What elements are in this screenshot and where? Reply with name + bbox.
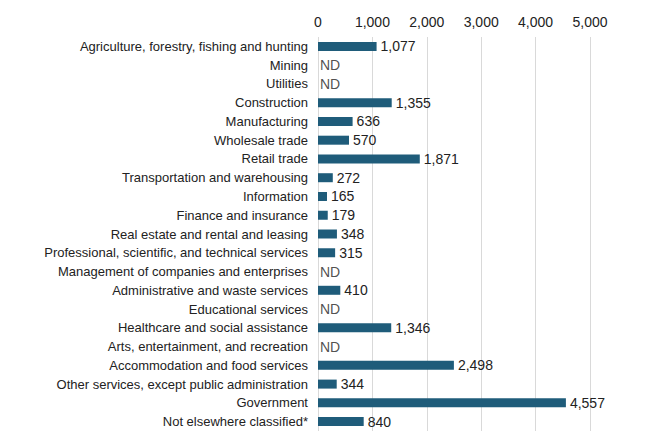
svg-text:1,077: 1,077 [381, 38, 416, 54]
svg-text:1,871: 1,871 [424, 151, 459, 167]
svg-text:Real estate and rental and lea: Real estate and rental and leasing [111, 227, 308, 242]
svg-text:Manufacturing: Manufacturing [226, 114, 308, 129]
svg-text:2,000: 2,000 [409, 14, 444, 30]
svg-text:1,000: 1,000 [355, 14, 390, 30]
svg-text:Mining: Mining [270, 58, 308, 73]
svg-text:ND: ND [320, 76, 340, 92]
svg-text:272: 272 [337, 170, 361, 186]
svg-text:Agriculture, forestry, fishing: Agriculture, forestry, fishing and hunti… [80, 39, 308, 54]
svg-text:840: 840 [368, 414, 392, 430]
svg-text:ND: ND [320, 339, 340, 355]
svg-text:Finance and insurance: Finance and insurance [176, 208, 308, 223]
svg-text:Construction: Construction [235, 95, 308, 110]
svg-text:0: 0 [314, 14, 322, 30]
svg-text:ND: ND [320, 301, 340, 317]
svg-text:570: 570 [353, 132, 377, 148]
svg-text:Healthcare and social assistan: Healthcare and social assistance [118, 320, 308, 335]
svg-text:2,498: 2,498 [458, 357, 493, 373]
svg-text:179: 179 [332, 207, 356, 223]
svg-text:5,000: 5,000 [572, 14, 607, 30]
svg-text:Accommodation and food service: Accommodation and food services [109, 358, 308, 373]
svg-text:410: 410 [344, 282, 368, 298]
svg-text:Wholesale trade: Wholesale trade [214, 133, 308, 148]
svg-text:ND: ND [320, 264, 340, 280]
svg-text:Management of companies and en: Management of companies and enterprises [58, 264, 309, 279]
svg-text:344: 344 [341, 376, 365, 392]
svg-text:4,557: 4,557 [570, 395, 605, 411]
svg-text:4,000: 4,000 [518, 14, 553, 30]
svg-text:Retail trade: Retail trade [242, 151, 308, 166]
svg-text:165: 165 [331, 188, 355, 204]
svg-text:1,355: 1,355 [396, 95, 431, 111]
svg-text:315: 315 [339, 245, 363, 261]
svg-text:348: 348 [341, 226, 365, 242]
svg-text:Other services, except public: Other services, except public administra… [57, 377, 308, 392]
svg-text:Information: Information [243, 189, 308, 204]
svg-text:Government: Government [236, 395, 308, 410]
svg-text:Administrative and waste servi: Administrative and waste services [112, 283, 308, 298]
svg-text:1,346: 1,346 [395, 320, 430, 336]
svg-text:Transportation and warehousing: Transportation and warehousing [122, 170, 308, 185]
svg-text:636: 636 [357, 113, 381, 129]
svg-text:3,000: 3,000 [464, 14, 499, 30]
svg-text:Utilities: Utilities [266, 76, 308, 91]
svg-text:Not elsewhere classified*: Not elsewhere classified* [163, 414, 308, 429]
svg-text:Professional, scientific, and: Professional, scientific, and technical … [44, 245, 308, 260]
svg-text:Arts, entertainment, and recre: Arts, entertainment, and recreation [108, 339, 308, 354]
svg-text:ND: ND [320, 57, 340, 73]
svg-text:Educational services: Educational services [189, 302, 309, 317]
